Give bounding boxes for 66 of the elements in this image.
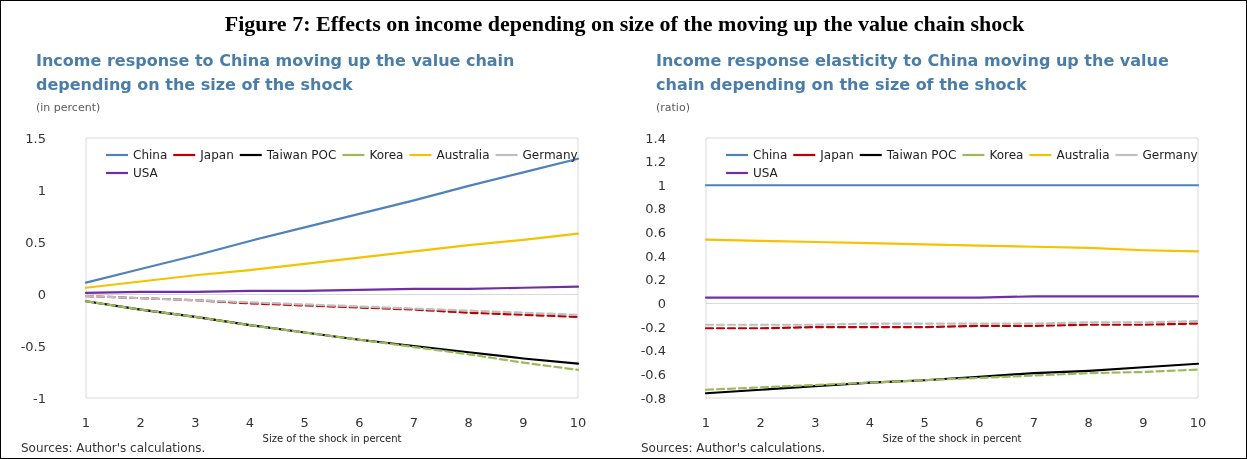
legend-label: Australia bbox=[436, 148, 490, 162]
y-tick-label: -0.6 bbox=[640, 366, 666, 382]
y-tick-label: -0.8 bbox=[640, 390, 666, 406]
x-tick-label: 9 bbox=[1139, 415, 1148, 430]
legend-label: Korea bbox=[369, 148, 404, 162]
x-tick-label: 10 bbox=[569, 415, 587, 430]
legend-label: Taiwan POC bbox=[885, 148, 957, 162]
source-note: Sources: Author's calculations. bbox=[641, 441, 826, 455]
y-tick-label: 1 bbox=[657, 177, 666, 193]
x-tick-label: 4 bbox=[865, 415, 875, 430]
x-axis-title: Size of the shock in percent bbox=[882, 433, 1022, 445]
y-tick-label: 1.5 bbox=[25, 130, 46, 146]
x-tick-label: 1 bbox=[701, 415, 711, 430]
x-tick-label: 9 bbox=[519, 415, 528, 430]
line-series bbox=[704, 368, 1200, 391]
x-tick-label: 4 bbox=[245, 415, 255, 430]
line-series bbox=[704, 238, 1200, 253]
legend-label: China bbox=[753, 148, 788, 162]
x-tick-label: 2 bbox=[756, 415, 765, 430]
x-tick-label: 8 bbox=[464, 415, 473, 430]
chart-subtitle: (ratio) bbox=[656, 101, 690, 114]
chart-subtitle: (in percent) bbox=[36, 101, 101, 114]
x-tick-label: 3 bbox=[191, 415, 200, 430]
y-tick-label: 1 bbox=[37, 182, 46, 198]
legend-label: Japan bbox=[819, 148, 854, 162]
x-tick-label: 6 bbox=[975, 415, 984, 430]
legend-label: Taiwan POC bbox=[265, 148, 337, 162]
chart-title: Income response elasticity to China moving up the value chain depending on the size of the shock bbox=[656, 50, 1175, 94]
y-tick-label: -0.5 bbox=[20, 338, 46, 354]
legend-label: USA bbox=[753, 166, 779, 180]
y-tick-label: -0.4 bbox=[640, 343, 666, 359]
y-tick-label: 0.2 bbox=[645, 272, 666, 288]
y-tick-label: 0 bbox=[37, 286, 46, 302]
x-tick-label: 6 bbox=[355, 415, 364, 430]
x-tick-label: 5 bbox=[920, 415, 929, 430]
y-tick-label: 0 bbox=[657, 295, 666, 311]
x-tick-label: 7 bbox=[409, 415, 419, 430]
line-series bbox=[84, 285, 580, 295]
chart-title: Income response to China moving up the value chain depending on the size of the shock bbox=[36, 50, 521, 94]
legend-label: Japan bbox=[199, 148, 234, 162]
y-tick-label: 0.8 bbox=[645, 201, 666, 217]
x-tick-label: 8 bbox=[1084, 415, 1093, 430]
y-tick-label: 1.4 bbox=[645, 130, 666, 146]
x-axis-title: Size of the shock in percent bbox=[262, 433, 402, 445]
legend-label: Germany bbox=[522, 148, 578, 162]
legend-label: China bbox=[133, 148, 168, 162]
x-tick-label: 5 bbox=[300, 415, 309, 430]
x-tick-label: 2 bbox=[136, 415, 145, 430]
y-tick-label: -0.2 bbox=[640, 319, 666, 335]
legend-label: Australia bbox=[1056, 148, 1110, 162]
y-tick-label: -1 bbox=[33, 390, 46, 406]
source-note: Sources: Author's calculations. bbox=[21, 441, 206, 455]
y-tick-label: 1.2 bbox=[645, 154, 666, 170]
legend-label: USA bbox=[133, 166, 159, 180]
legend-label: Germany bbox=[1142, 148, 1198, 162]
line-series bbox=[704, 362, 1200, 395]
legend-label: Korea bbox=[989, 148, 1024, 162]
y-tick-label: 0.4 bbox=[645, 248, 666, 264]
x-tick-label: 3 bbox=[811, 415, 820, 430]
y-tick-label: 0.5 bbox=[25, 234, 46, 250]
x-tick-label: 7 bbox=[1029, 415, 1039, 430]
x-tick-label: 10 bbox=[1189, 415, 1207, 430]
y-tick-label: 0.6 bbox=[645, 225, 666, 241]
line-series bbox=[84, 232, 580, 289]
x-tick-label: 1 bbox=[81, 415, 91, 430]
text: Figure 7: Effects on income depending on size of the moving up the value chain shock bbox=[224, 11, 1025, 36]
